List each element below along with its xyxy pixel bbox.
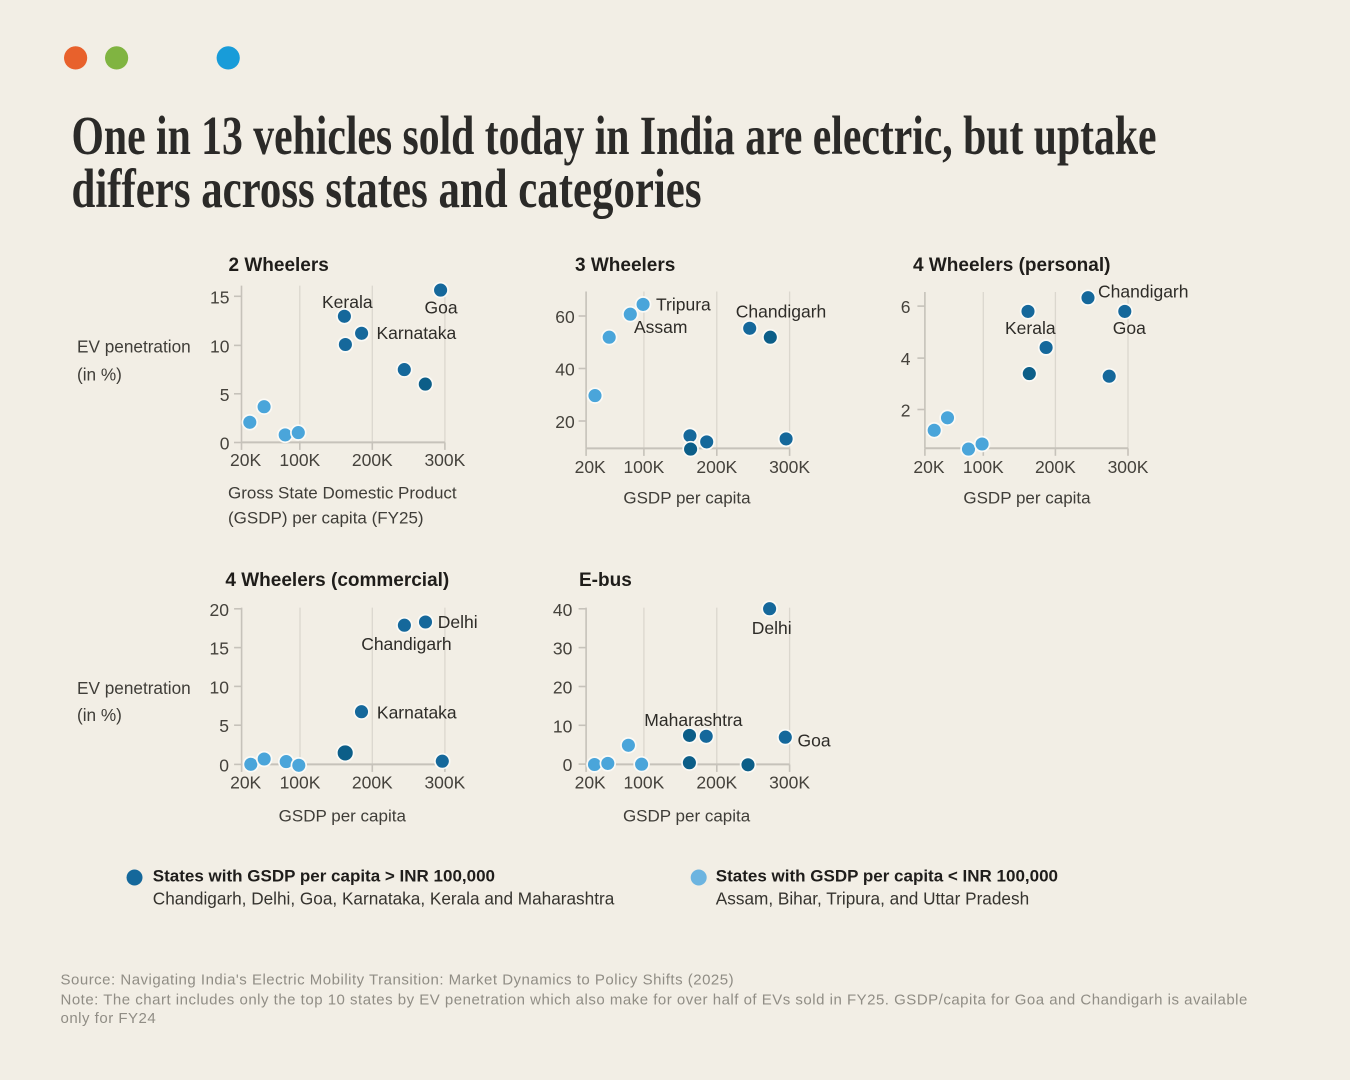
- svg-text:300K: 300K: [1108, 457, 1149, 477]
- svg-text:States with GSDP per capita >: States with GSDP per capita > INR 100,00…: [153, 867, 495, 886]
- svg-text:Maharashtra: Maharashtra: [644, 710, 743, 730]
- svg-text:0: 0: [220, 434, 230, 454]
- svg-text:Chandigarh: Chandigarh: [361, 634, 451, 654]
- svg-text:60: 60: [555, 307, 575, 327]
- svg-text:20K: 20K: [230, 450, 261, 470]
- svg-text:20K: 20K: [913, 457, 944, 477]
- svg-text:300K: 300K: [424, 450, 465, 470]
- svg-text:20K: 20K: [575, 457, 606, 477]
- svg-text:Chandigarh: Chandigarh: [1098, 282, 1188, 302]
- svg-text:Note: The chart includes only: Note: The chart includes only the top 10…: [61, 992, 1248, 1009]
- svg-text:differs across states and cate: differs across states and categories: [72, 158, 702, 219]
- svg-text:E-bus: E-bus: [579, 570, 632, 591]
- svg-text:6: 6: [901, 297, 911, 317]
- svg-text:20: 20: [555, 412, 575, 432]
- svg-text:5: 5: [220, 385, 230, 405]
- svg-text:15: 15: [210, 287, 229, 307]
- svg-text:Source: Navigating India's Ele: Source: Navigating India's Electric Mobi…: [61, 972, 735, 989]
- svg-text:4: 4: [901, 349, 911, 369]
- svg-text:4 Wheelers (commercial): 4 Wheelers (commercial): [225, 570, 449, 591]
- svg-text:GSDP per capita: GSDP per capita: [963, 489, 1091, 508]
- svg-text:40: 40: [555, 360, 575, 380]
- svg-text:GSDP per capita: GSDP per capita: [623, 489, 751, 508]
- svg-text:100K: 100K: [623, 773, 664, 793]
- svg-text:20K: 20K: [230, 773, 261, 793]
- svg-text:200K: 200K: [1035, 457, 1076, 477]
- svg-text:GSDP per capita: GSDP per capita: [623, 807, 751, 826]
- svg-text:One in 13 vehicles sold today: One in 13 vehicles sold today in India a…: [72, 105, 1157, 166]
- svg-text:10: 10: [210, 677, 230, 697]
- svg-text:Goa: Goa: [425, 298, 458, 318]
- svg-text:20K: 20K: [575, 773, 606, 793]
- svg-text:Kerala: Kerala: [322, 292, 373, 312]
- svg-text:2: 2: [901, 401, 911, 421]
- svg-text:GSDP per capita: GSDP per capita: [279, 807, 407, 826]
- svg-text:300K: 300K: [769, 457, 810, 477]
- svg-text:Gross State Domestic Product: Gross State Domestic Product: [228, 484, 457, 503]
- svg-text:Karnataka: Karnataka: [377, 703, 457, 723]
- svg-text:10: 10: [210, 336, 230, 356]
- svg-text:20: 20: [210, 600, 230, 620]
- svg-text:0: 0: [219, 755, 229, 775]
- svg-text:Chandigarh: Chandigarh: [736, 302, 826, 322]
- svg-text:100K: 100K: [623, 457, 664, 477]
- svg-text:30: 30: [553, 639, 573, 659]
- svg-text:100K: 100K: [280, 773, 321, 793]
- svg-text:200K: 200K: [352, 450, 393, 470]
- svg-text:10: 10: [553, 716, 573, 736]
- svg-text:20: 20: [553, 678, 573, 698]
- svg-text:Assam, Bihar, Tripura, and Utt: Assam, Bihar, Tripura, and Uttar Pradesh: [716, 889, 1029, 909]
- svg-text:100K: 100K: [279, 450, 320, 470]
- svg-text:4 Wheelers (personal): 4 Wheelers (personal): [913, 255, 1110, 276]
- svg-text:Chandigarh, Delhi, Goa, Karnat: Chandigarh, Delhi, Goa, Karnataka, Keral…: [153, 889, 615, 909]
- svg-text:EV penetration: EV penetration: [77, 337, 191, 357]
- svg-text:40: 40: [553, 600, 573, 620]
- svg-text:200K: 200K: [696, 457, 737, 477]
- svg-text:Assam: Assam: [634, 317, 687, 337]
- svg-text:300K: 300K: [424, 773, 465, 793]
- svg-text:0: 0: [563, 755, 573, 775]
- svg-text:15: 15: [210, 639, 229, 659]
- svg-text:States with GSDP per capita <: States with GSDP per capita < INR 100,00…: [716, 867, 1058, 886]
- svg-text:Goa: Goa: [798, 731, 831, 751]
- svg-text:Kerala: Kerala: [1005, 318, 1056, 338]
- svg-text:200K: 200K: [696, 773, 737, 793]
- svg-text:Delhi: Delhi: [752, 618, 792, 638]
- svg-text:Karnataka: Karnataka: [377, 323, 457, 343]
- svg-text:Goa: Goa: [1113, 318, 1146, 338]
- svg-text:Delhi: Delhi: [438, 612, 478, 632]
- svg-text:200K: 200K: [352, 773, 393, 793]
- svg-text:300K: 300K: [769, 773, 810, 793]
- svg-text:(in %): (in %): [77, 365, 122, 385]
- svg-text:(GSDP) per capita (FY25): (GSDP) per capita (FY25): [228, 509, 424, 528]
- svg-text:3 Wheelers: 3 Wheelers: [575, 255, 675, 276]
- svg-text:(in %): (in %): [77, 705, 122, 725]
- svg-text:only for FY24: only for FY24: [61, 1010, 157, 1027]
- svg-text:Tripura: Tripura: [656, 295, 711, 315]
- svg-text:2 Wheelers: 2 Wheelers: [229, 255, 329, 276]
- svg-text:100K: 100K: [963, 457, 1004, 477]
- svg-text:EV penetration: EV penetration: [77, 678, 191, 698]
- svg-text:5: 5: [219, 716, 229, 736]
